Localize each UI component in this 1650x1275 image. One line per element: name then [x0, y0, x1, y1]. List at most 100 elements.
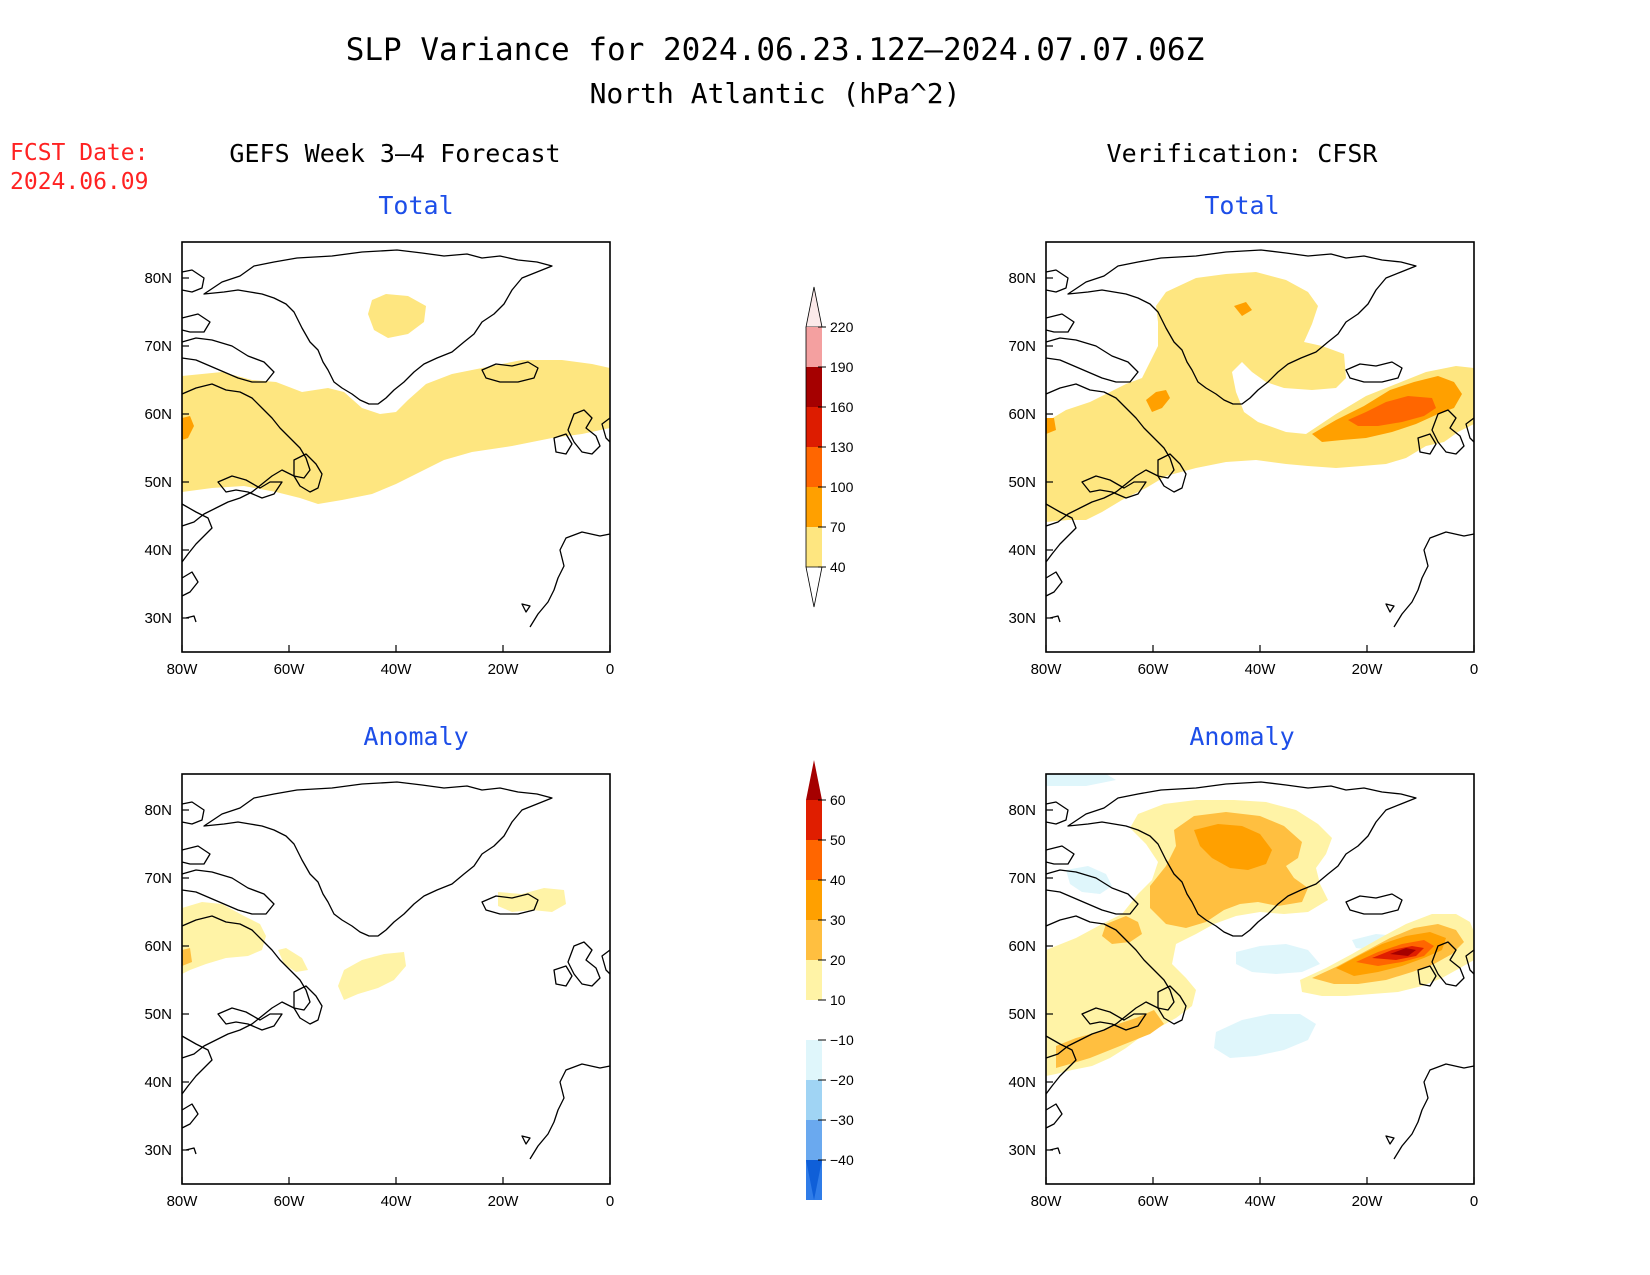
lat-tick-label: 50N — [144, 474, 172, 491]
colorbar-label: 30 — [830, 912, 846, 928]
lon-tick-label: 80W — [1031, 661, 1063, 678]
colorbar-top-extension — [805, 286, 823, 328]
colorbar-swatch — [806, 487, 822, 527]
contour-40 — [182, 360, 610, 504]
lat-tick-label: 80N — [144, 270, 172, 287]
panel-subtitle-top-right: Total — [1204, 191, 1279, 220]
lon-tick-label: 60W — [274, 1193, 306, 1210]
contour-70 — [182, 416, 194, 440]
lat-tick-label: 30N — [144, 1142, 172, 1159]
frame-top-right: 80W 60W 40W 20W 0 80N 70N 60N 50N 40N 30N — [1008, 241, 1478, 678]
lat-tick-label: 50N — [1008, 474, 1036, 491]
lat-tick-label: 60N — [1008, 938, 1036, 955]
colorbar-label: −20 — [830, 1072, 854, 1088]
contour-20-mid — [1102, 916, 1142, 944]
contour-70-ice — [1234, 302, 1252, 316]
frame-bottom-left: 80W 60W 40W 20W 0 80N 70N 60N 50N 40N 30N — [144, 773, 614, 1210]
lat-tick-label: 80N — [1008, 802, 1036, 819]
lat-tick-label: 50N — [1008, 1006, 1036, 1023]
colorbar-label: 160 — [830, 399, 854, 415]
colorbar-top-extension — [806, 760, 822, 800]
lon-tick-label: 60W — [1138, 661, 1170, 678]
lat-tick-label: 40N — [144, 542, 172, 559]
lat-tick-label: 40N — [1008, 542, 1036, 559]
shading-verification-total — [1046, 272, 1474, 522]
fcst-date-label: FCST Date: — [10, 140, 148, 166]
fcst-date-value: 2024.06.09 — [10, 169, 148, 195]
lon-tick-label: 20W — [488, 1193, 520, 1210]
lat-tick-label: 30N — [1008, 1142, 1036, 1159]
contour-neg10-baffin — [1066, 866, 1112, 894]
lon-tick-label: 0 — [1470, 1193, 1478, 1210]
contour-neg10-south — [1214, 1014, 1316, 1058]
colorbar-swatch — [806, 407, 822, 447]
shading-forecast-anomaly — [182, 888, 566, 1000]
colorbar-label: −40 — [830, 1152, 854, 1168]
colorbar-label: −30 — [830, 1112, 854, 1128]
contour-40 — [1046, 272, 1474, 522]
lon-tick-label: 40W — [1245, 1193, 1277, 1210]
colorbar-bottom-extension — [806, 1160, 822, 1200]
lat-tick-label: 70N — [144, 870, 172, 887]
contour-10-small — [278, 948, 308, 972]
colorbar-label: 40 — [830, 872, 846, 888]
lon-tick-label: 60W — [1138, 1193, 1170, 1210]
colorbar-swatch — [806, 960, 822, 1000]
colorbar-total: 220 190 160 130 100 70 40 — [805, 286, 854, 608]
colorbar-label: 10 — [830, 992, 846, 1008]
lon-tick-label: 0 — [606, 661, 614, 678]
contour-10-west — [182, 902, 266, 974]
lat-tick-label: 30N — [1008, 610, 1036, 627]
lat-tick-label: 80N — [144, 802, 172, 819]
lon-tick-label: 40W — [1245, 661, 1277, 678]
lon-tick-label: 20W — [1352, 661, 1384, 678]
colorbar-swatch — [806, 527, 822, 567]
colorbar-bottom-extension — [805, 566, 823, 608]
frame-bottom-right: 80W 60W 40W 20W 0 80N 70N 60N 50N 40N 30N — [1008, 773, 1478, 1210]
lon-tick-label: 20W — [1352, 1193, 1384, 1210]
map-verification-total — [1045, 249, 1475, 628]
main-subtitle: North Atlantic (hPa^2) — [590, 77, 961, 110]
colorbar-label: −10 — [830, 1032, 854, 1048]
colorbar-label: 70 — [830, 519, 846, 535]
panel-subtitle-top-left: Total — [378, 191, 453, 220]
contour-70-edge — [1046, 418, 1056, 434]
map-forecast-total — [181, 249, 611, 628]
lon-tick-label: 60W — [274, 661, 306, 678]
map-forecast-anomaly — [181, 781, 611, 1160]
contour-10-center — [338, 952, 406, 1000]
contour-70-nw — [1146, 390, 1170, 412]
colorbar-swatch — [806, 840, 822, 880]
contour-neg10-nw — [1046, 774, 1116, 786]
colorbar-anomaly: 60 50 40 30 20 10 −10 −20 −30 −40 — [806, 760, 854, 1200]
contour-20-edge — [182, 948, 192, 966]
colorbar-swatch — [806, 327, 822, 367]
lat-tick-label: 70N — [1008, 338, 1036, 355]
colorbar-swatch — [806, 447, 822, 487]
lat-tick-label: 30N — [144, 610, 172, 627]
shading-verification-anomaly — [1046, 774, 1474, 1076]
column-title-verification: Verification: CFSR — [1107, 139, 1379, 168]
contour-40-blob — [368, 294, 426, 338]
lon-tick-label: 80W — [1031, 1193, 1063, 1210]
main-title: SLP Variance for 2024.06.23.12Z–2024.07.… — [346, 32, 1205, 68]
colorbar-swatch — [806, 1040, 822, 1080]
map-frames: 80W 60W 40W 20W 0 80N 70N 60N 50N 40N 30N 80W 60W 40W… — [144, 241, 1478, 1210]
lat-tick-label: 40N — [1008, 1074, 1036, 1091]
contour-30-north — [1194, 824, 1272, 870]
lon-tick-label: 40W — [381, 661, 413, 678]
colorbar-label: 190 — [830, 359, 854, 375]
colorbar-swatch — [806, 1080, 822, 1120]
colorbar-label: 100 — [830, 479, 854, 495]
colorbar-swatch — [806, 1120, 822, 1160]
contour-20-sw — [1056, 1010, 1164, 1068]
lon-tick-label: 0 — [606, 1193, 614, 1210]
panel-subtitle-bottom-left: Anomaly — [363, 722, 468, 751]
lat-tick-label: 60N — [144, 938, 172, 955]
colorbar-label: 130 — [830, 439, 854, 455]
lat-tick-label: 70N — [144, 338, 172, 355]
map-border — [181, 773, 611, 1185]
map-verification-anomaly — [1045, 774, 1475, 1160]
colorbar-swatch — [806, 880, 822, 920]
